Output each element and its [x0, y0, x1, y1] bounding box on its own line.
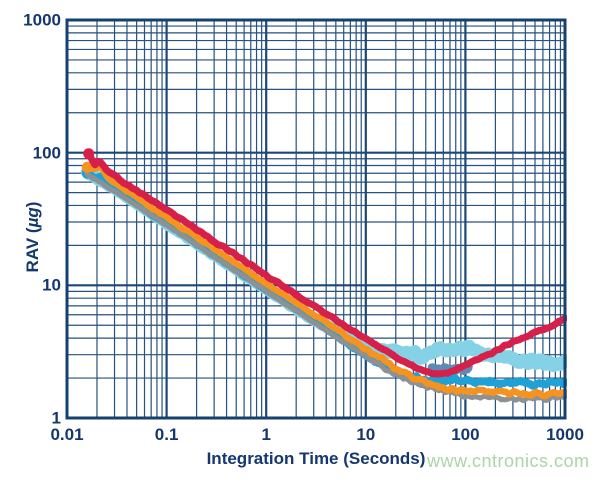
- y-tick-100: 100: [32, 143, 61, 163]
- x-tick-100: 100: [451, 425, 480, 444]
- y-axis-title-close: ): [23, 201, 42, 208]
- watermark-text: www.cntronics.com: [427, 451, 590, 471]
- y-axis-title-text: RAV (: [23, 227, 42, 273]
- y-tick-1: 1: [51, 408, 61, 428]
- x-tick-1000: 1000: [546, 425, 584, 444]
- x-tick-1: 1: [261, 425, 271, 444]
- series-group: [80, 148, 567, 404]
- y-axis-title-unit: µg: [23, 207, 42, 228]
- trace-red: [85, 150, 567, 378]
- y-tick-1000: 1000: [23, 10, 61, 30]
- trace-gray: [84, 171, 567, 404]
- trace-red-start-dot: [83, 148, 95, 160]
- plot-frame: [65, 18, 567, 420]
- trace-orange-start-dot: [81, 161, 93, 173]
- x-tick-0.1: 0.1: [154, 425, 179, 444]
- x-axis-title: Integration Time (Seconds): [206, 449, 426, 468]
- x-tick-0.01: 0.01: [50, 425, 84, 444]
- trace-orange: [84, 164, 567, 400]
- y-axis-title: RAV (µg): [23, 202, 43, 273]
- y-tick-10: 10: [42, 275, 61, 295]
- x-tick-10: 10: [356, 425, 376, 444]
